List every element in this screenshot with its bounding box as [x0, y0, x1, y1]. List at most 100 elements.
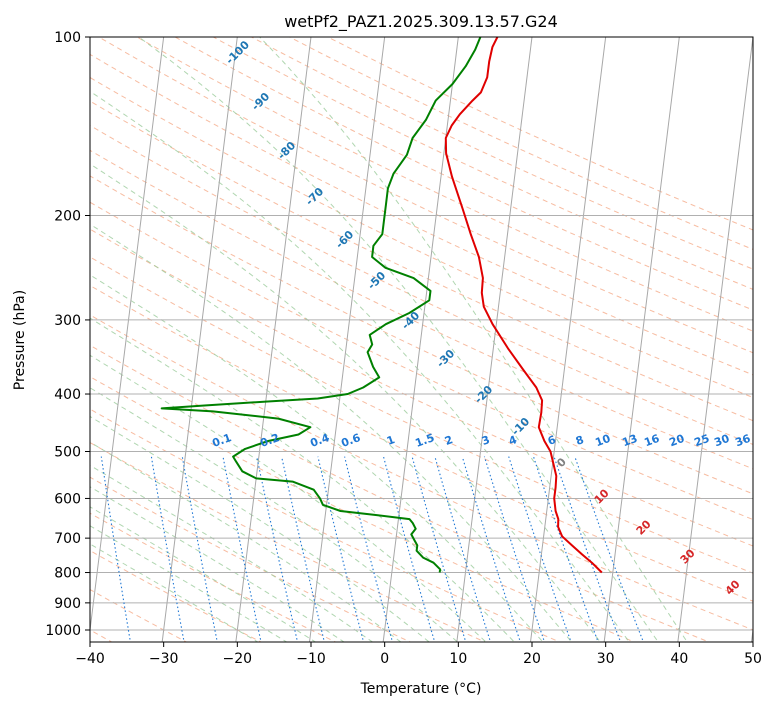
- mixing-ratio-line: [281, 456, 325, 642]
- mixing-ratio-line: [344, 456, 394, 642]
- mixing-ratio-label: 4: [507, 433, 519, 448]
- moist-adiabat: [90, 223, 573, 642]
- mixing-ratio-label: 25: [692, 432, 711, 449]
- moist-adiabat: [90, 354, 487, 642]
- isotherm: [677, 37, 753, 642]
- mixing-ratio-line: [483, 456, 546, 642]
- isotherm: [90, 37, 165, 635]
- mixing-ratio-label: 0.6: [339, 431, 362, 450]
- dry-adiabat: [90, 344, 711, 642]
- profile-lines: [160, 37, 603, 574]
- mixing-ratio-label: 13: [620, 432, 639, 449]
- x-tick-label: 20: [523, 651, 541, 667]
- mixing-ratio-line: [532, 456, 599, 642]
- moist-adiabat: [90, 486, 345, 642]
- y-tick-label: 100: [54, 30, 81, 46]
- y-tick-label: 900: [54, 596, 81, 612]
- plot-frame: [89, 36, 754, 643]
- dry-adiabat: [90, 175, 753, 495]
- x-tick-label: 30: [597, 651, 615, 667]
- mixing-ratio-label: 20: [667, 432, 686, 450]
- moist-adiabat: [90, 415, 430, 642]
- isotherm: [530, 37, 607, 642]
- x-axis-title: Temperature (°C): [360, 681, 482, 697]
- mixing-ratio-label: 6: [546, 433, 558, 448]
- moist-adiabat: [90, 163, 601, 642]
- isotherm: [456, 37, 533, 642]
- x-tick-label: −40: [75, 651, 105, 667]
- mixing-ratio-line: [382, 456, 436, 642]
- x-tick-label: 50: [744, 651, 762, 667]
- moist-adiabat: [90, 441, 402, 642]
- dry-adiabat: [90, 376, 636, 642]
- background-lines: [90, 37, 753, 642]
- dewpoint-line: [160, 37, 482, 573]
- temperature-line: [444, 37, 603, 574]
- moist-adiabat: [90, 464, 374, 642]
- mixing-ratio-line: [100, 456, 131, 642]
- dry-adiabat: [90, 512, 337, 642]
- mixing-ratio-line: [461, 456, 521, 642]
- y-tick-label: 700: [54, 531, 81, 547]
- y-tick-label: 800: [54, 566, 81, 582]
- moist-adiabat: [259, 37, 688, 642]
- mixing-ratio-label: 8: [574, 433, 586, 448]
- mixing-ratio-label: 0.4: [308, 431, 331, 450]
- dry-adiabat: [90, 476, 412, 642]
- x-tick-label: −10: [296, 651, 326, 667]
- x-tick-label: 0: [380, 651, 389, 667]
- x-tick-label: −30: [149, 651, 179, 667]
- isotherm: [603, 37, 680, 642]
- dry-adiabat: [212, 37, 753, 290]
- y-tick-label: 300: [54, 313, 81, 329]
- mixing-ratio-line: [411, 456, 467, 642]
- dry-adiabat: [90, 201, 753, 521]
- mixing-ratio-label: 36: [733, 432, 752, 450]
- mixing-ratio-line: [574, 456, 644, 642]
- mixing-ratio-label: 16: [642, 432, 661, 450]
- mixing-ratio-label: 2: [443, 433, 455, 448]
- x-tick-label: −20: [223, 651, 253, 667]
- isotherm: [309, 37, 386, 642]
- x-axis: −40 −30 −20 −10 0 10 20 30 40 50: [75, 642, 762, 667]
- chart-title: wetPf2_PAZ1.2025.309.13.57.G24: [284, 12, 558, 32]
- x-tick-label: 40: [670, 651, 688, 667]
- y-tick-label: 600: [54, 491, 81, 507]
- y-axis-title: Pressure (hPa): [12, 290, 28, 390]
- y-tick-label: 500: [54, 444, 81, 460]
- mixing-ratio-line: [508, 456, 572, 642]
- moist-adiabat: [90, 387, 459, 642]
- y-tick-label: 200: [54, 209, 81, 225]
- dry-adiabat: [288, 37, 753, 250]
- moist-adiabat: [90, 90, 630, 642]
- mixing-ratio-label: 0.1: [210, 431, 233, 450]
- mixing-ratio-label: 1.5: [413, 431, 436, 450]
- mixing-ratio-label: 3: [480, 433, 492, 448]
- mixing-ratio-line: [222, 456, 262, 642]
- mixing-ratio-label: 1: [385, 433, 397, 448]
- dry-adiabat: [136, 37, 753, 332]
- mixing-ratio-line: [256, 456, 299, 642]
- mixing-ratio-label: 10: [593, 432, 612, 450]
- mixing-ratio-line: [553, 456, 622, 642]
- moist-adiabat: [90, 543, 259, 642]
- isotherm: [382, 37, 459, 642]
- y-axis: 100 200 300 400 500 600 700 800 900 1000: [45, 30, 90, 639]
- dry-adiabat: [90, 100, 753, 422]
- isotherm: [161, 37, 238, 642]
- dry-adiabat: [90, 284, 753, 602]
- mixing-ratio-label: 30: [712, 432, 731, 450]
- dry-adiabat: [97, 37, 753, 354]
- mixing-ratio-label: 0.2: [258, 431, 281, 450]
- mixing-ratio-line: [434, 456, 492, 642]
- dry-adiabat: [90, 124, 753, 445]
- y-tick-label: 400: [54, 387, 81, 403]
- dry-adiabat: [90, 76, 753, 399]
- x-tick-label: 10: [449, 651, 467, 667]
- moist-adiabat: [90, 525, 288, 642]
- moist-adiabat: [90, 274, 544, 642]
- y-tick-label: 1000: [45, 623, 81, 639]
